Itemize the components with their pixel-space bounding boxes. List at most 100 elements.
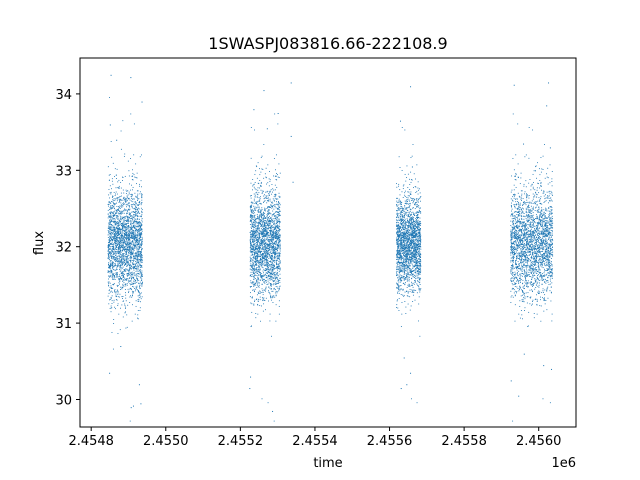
scatter-point [278, 242, 280, 243]
scatter-point [129, 268, 131, 270]
scatter-point [123, 232, 125, 234]
scatter-point [130, 235, 132, 237]
scatter-point [133, 269, 135, 271]
scatter-point [271, 239, 273, 241]
scatter-point [134, 247, 136, 249]
scatter-point [398, 287, 399, 289]
scatter-point [271, 201, 273, 203]
scatter-point [260, 247, 262, 249]
scatter-point [398, 209, 399, 211]
scatter-point [122, 239, 123, 241]
scatter-point [126, 263, 128, 265]
scatter-point [266, 183, 267, 185]
scatter-point [261, 249, 263, 251]
scatter-point [267, 217, 269, 219]
scatter-point [113, 227, 115, 229]
scatter-point [127, 204, 129, 206]
scatter-point [278, 261, 280, 263]
scatter-point [250, 235, 252, 237]
scatter-point [250, 226, 252, 228]
scatter-point [140, 180, 142, 182]
scatter-point [273, 273, 275, 275]
scatter-point [120, 259, 122, 261]
scatter-point [254, 218, 256, 220]
scatter-point [399, 270, 401, 272]
scatter-point [269, 220, 271, 222]
scatter-point [275, 246, 277, 248]
scatter-point [116, 299, 118, 301]
scatter-point [136, 280, 138, 282]
scatter-point [396, 243, 398, 244]
scatter-point [265, 235, 267, 237]
scatter-point [132, 219, 134, 221]
scatter-point [139, 276, 141, 278]
scatter-point [270, 257, 272, 259]
scatter-point [279, 279, 281, 281]
scatter-point [277, 266, 279, 268]
scatter-point [258, 242, 260, 243]
scatter-point [116, 250, 118, 252]
scatter-point [138, 296, 140, 298]
scatter-point [397, 252, 399, 254]
scatter-point [274, 259, 276, 261]
scatter-point [128, 225, 130, 227]
scatter-point [135, 225, 137, 227]
scatter-point [114, 265, 116, 267]
scatter-point [279, 234, 281, 236]
scatter-point [250, 302, 252, 304]
scatter-point [396, 274, 397, 276]
scatter-point [262, 229, 264, 231]
scatter-point [259, 215, 261, 217]
scatter-point [258, 219, 260, 221]
scatter-point [270, 226, 272, 228]
scatter-point [130, 266, 131, 268]
scatter-point [137, 255, 138, 257]
scatter-point [398, 266, 400, 268]
scatter-point [119, 248, 121, 250]
scatter-point [133, 274, 135, 276]
scatter-point [398, 268, 400, 270]
scatter-point [271, 267, 273, 269]
scatter-point [397, 274, 399, 276]
scatter-point [129, 238, 131, 240]
scatter-point [397, 307, 399, 309]
scatter-point [137, 218, 139, 220]
scatter-point [260, 185, 262, 187]
scatter-point [108, 239, 110, 241]
scatter-point [268, 225, 270, 227]
scatter-point [249, 232, 251, 233]
scatter-point [274, 197, 276, 199]
scatter-point [118, 240, 119, 242]
scatter-point [133, 251, 134, 253]
scatter-point [275, 253, 277, 255]
scatter-point [127, 203, 129, 205]
scatter-point [278, 244, 280, 246]
scatter-point [123, 253, 125, 254]
scatter-point [277, 269, 278, 271]
scatter-point [277, 259, 279, 261]
scatter-point [255, 248, 256, 250]
scatter-point [139, 229, 140, 231]
scatter-point [250, 210, 252, 212]
scatter-point [139, 226, 141, 228]
scatter-point [132, 172, 134, 174]
scatter-point [396, 273, 398, 275]
scatter-point [118, 207, 120, 209]
scatter-point [141, 228, 143, 230]
scatter-point [127, 255, 128, 257]
scatter-point [398, 229, 400, 231]
scatter-point [273, 268, 275, 270]
scatter-point [268, 207, 270, 209]
scatter-point [123, 192, 125, 194]
scatter-point [123, 204, 125, 205]
scatter-point [253, 236, 255, 238]
scatter-point [140, 261, 142, 263]
scatter-point [123, 269, 125, 270]
scatter-point [112, 236, 114, 238]
scatter-point [110, 231, 112, 233]
scatter-point [253, 226, 255, 228]
scatter-point [123, 238, 125, 240]
scatter-point [399, 215, 401, 217]
scatter-point [116, 205, 118, 207]
scatter-point [141, 278, 143, 280]
